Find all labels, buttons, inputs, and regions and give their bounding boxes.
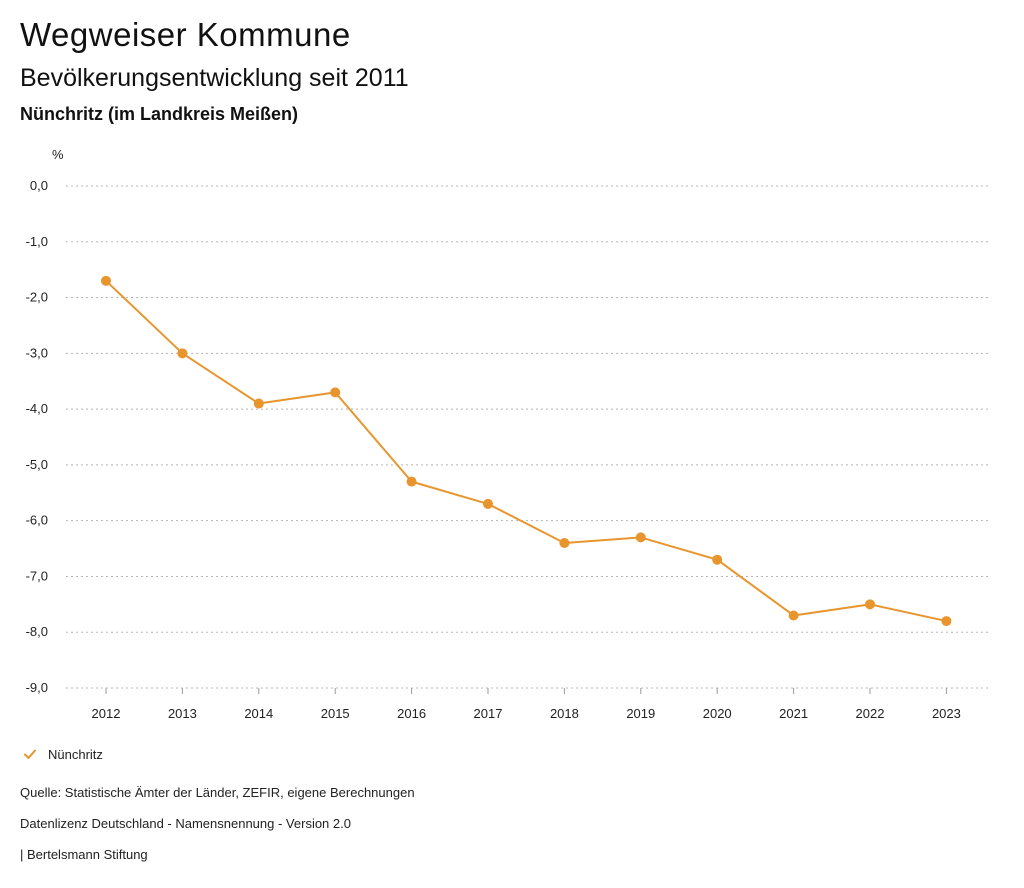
- license-note: Datenlizenz Deutschland - Namensnennung …: [20, 816, 351, 831]
- y-tick-label: -7,0: [26, 568, 48, 583]
- data-point[interactable]: 2012: -1,7: [101, 275, 111, 286]
- grid-lines: [66, 185, 990, 689]
- legend-item-label: Nünchritz: [48, 746, 103, 762]
- x-tick-label: 2020: [703, 706, 732, 721]
- check-icon: [24, 749, 36, 759]
- data-point[interactable]: 2018: -6,4: [559, 537, 570, 548]
- y-tick-label: -9,0: [26, 680, 48, 695]
- data-point[interactable]: 2019: -6,3: [635, 532, 646, 543]
- y-tick-label: -1,0: [26, 234, 48, 249]
- x-tick-label: 2016: [397, 706, 426, 721]
- credit-note: | Bertelsmann Stiftung: [20, 847, 148, 862]
- x-tick-label: 2015: [321, 706, 350, 721]
- page-title: Wegweiser Kommune: [20, 16, 351, 53]
- series-points: 2012: -1,7 2013: -3 2014: -3,9 2015: -3,7 20…: [101, 275, 952, 627]
- x-axis-ticks: 2012 2013 2014 2015 2016 2017 2018 2019 2020 2021…: [92, 688, 961, 721]
- data-point[interactable]: 2015: -3,7: [330, 387, 341, 398]
- y-tick-label: -5,0: [26, 457, 48, 472]
- data-point[interactable]: 2016: -5,3: [406, 476, 417, 487]
- x-tick-label: 2023: [932, 706, 961, 721]
- x-tick-label: 2014: [244, 706, 273, 721]
- data-point[interactable]: 2022: -7,5: [865, 599, 875, 610]
- x-tick-label: 2017: [474, 706, 503, 721]
- y-axis-unit-label: %: [52, 147, 64, 162]
- source-note: Quelle: Statistische Ämter der Länder, Z…: [20, 785, 415, 800]
- y-tick-label: -8,0: [26, 624, 48, 639]
- legend-item[interactable]: [20, 744, 40, 764]
- data-point[interactable]: 2023: -7,8: [941, 616, 952, 627]
- y-tick-label: 0,0: [30, 178, 48, 193]
- x-tick-label: 2022: [856, 706, 885, 721]
- x-tick-label: 2012: [92, 706, 121, 721]
- y-tick-label: -2,0: [26, 290, 48, 305]
- x-tick-label: 2013: [168, 706, 197, 721]
- y-tick-label: -4,0: [26, 401, 48, 416]
- x-tick-label: 2021: [779, 706, 808, 721]
- series-line: [105, 280, 947, 623]
- series-lines: [105, 280, 947, 623]
- data-point[interactable]: 2020: -6,7: [712, 554, 723, 565]
- data-point[interactable]: 2014: -3,9: [253, 398, 264, 409]
- y-tick-label: -3,0: [26, 345, 48, 360]
- data-point[interactable]: 2017: -5,7: [483, 498, 493, 509]
- legend: Nünchritz: [20, 744, 103, 764]
- chart-subtitle: Bevölkerungsentwicklung seit 2011: [20, 64, 409, 92]
- region-title: Nünchritz (im Landkreis Meißen): [20, 104, 299, 124]
- data-point[interactable]: 2021: -7,7: [788, 610, 799, 621]
- x-tick-label: 2018: [550, 706, 579, 721]
- x-tick-label: 2019: [626, 706, 655, 721]
- y-tick-label: -6,0: [26, 513, 48, 528]
- y-axis-ticks: 0,0 -1,0 -2,0 -3,0 -4,0 -5,0 -6,0 -7,0 -8,0 -9,0: [26, 178, 48, 695]
- data-point[interactable]: 2013: -3: [177, 348, 188, 359]
- line-chart: % 0,0 -1,0 -2,0 -3,0 -4,0 -5,0 -6,0 -7,0 -8,0 -9,…: [26, 147, 990, 721]
